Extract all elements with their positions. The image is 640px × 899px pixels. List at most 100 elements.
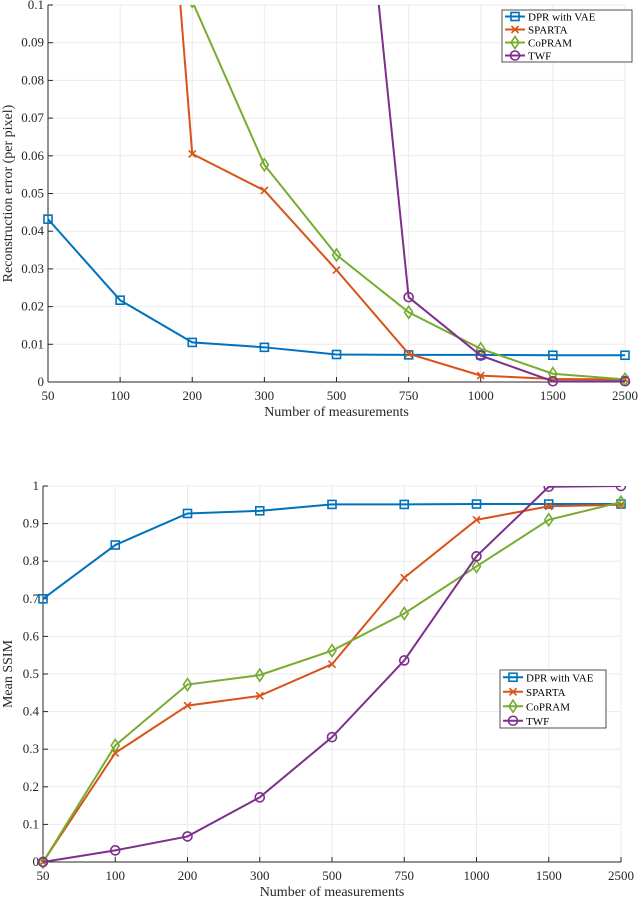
legend-marker <box>509 50 521 61</box>
y-tick-label: 0.06 <box>21 148 44 163</box>
data-point <box>620 350 630 361</box>
x-tick-label: 300 <box>250 868 270 883</box>
chart-2: 50 100 200 300 500 750 1000 1500 2500 0 0.1 0.2 0.3 0… <box>1 478 634 899</box>
y-tick-label: 0.09 <box>21 35 44 50</box>
data-point <box>254 506 265 516</box>
y-tick-label: 0 <box>33 854 40 869</box>
x-tick-label: 1500 <box>536 868 562 883</box>
y-tick-label: 0.1 <box>23 816 39 831</box>
series-line-twf <box>42 486 622 863</box>
data-point <box>43 214 53 224</box>
x-tick-label: 200 <box>183 388 203 403</box>
x-tick-label: 2500 <box>608 868 634 883</box>
y-tick-label: 0.03 <box>21 261 44 276</box>
legend-marker <box>510 35 520 50</box>
data-point <box>326 731 338 743</box>
data-point <box>254 792 266 803</box>
data-point <box>38 593 48 604</box>
y-tick-label: 0.1 <box>28 0 44 12</box>
y-tick-label: 0 <box>38 374 45 389</box>
data-point <box>109 845 121 856</box>
x-tick-label: 750 <box>395 868 415 883</box>
data-point <box>471 559 482 574</box>
data-point <box>327 499 337 510</box>
data-point <box>327 643 337 659</box>
data-point <box>547 366 558 382</box>
legend-marker <box>508 698 518 714</box>
legend-label: SPARTA <box>526 687 566 699</box>
x-tick-label: 500 <box>327 388 347 403</box>
series-line-dpr-with-vae <box>42 503 621 600</box>
x-tick-label: 50 <box>42 388 55 403</box>
series-line-dpr-with-vae <box>47 218 625 357</box>
y-tick-label: 0.08 <box>21 72 44 87</box>
legend-label: DPR with VAE <box>528 12 596 24</box>
y-tick-label: 0.4 <box>23 704 40 719</box>
data-point <box>38 854 48 870</box>
legend-label: SPARTA <box>528 25 568 37</box>
data-point <box>404 349 413 358</box>
data-point <box>183 701 192 710</box>
x-tick-label: 200 <box>178 868 198 883</box>
y-tick-label: 1 <box>33 478 40 493</box>
legend-marker <box>510 25 520 34</box>
series-line-sparta <box>179 5 626 381</box>
data-point <box>548 350 558 361</box>
data-point <box>37 856 49 868</box>
legend-marker <box>510 11 520 22</box>
data-point <box>399 606 410 621</box>
x-axis-label: Number of measurements <box>260 885 405 899</box>
y-tick-label: 0.5 <box>23 666 39 681</box>
y-tick-label: 0.07 <box>21 110 44 125</box>
data-point <box>472 515 481 524</box>
data-point <box>471 551 482 562</box>
data-point <box>260 186 269 195</box>
data-point <box>110 540 121 550</box>
series-line-twf <box>377 5 625 383</box>
y-tick-label: 0.9 <box>23 516 39 531</box>
data-point <box>255 691 264 700</box>
data-point <box>471 499 482 509</box>
data-point <box>331 247 342 263</box>
data-point <box>543 499 554 509</box>
data-point <box>189 5 195 9</box>
x-tick-label: 750 <box>399 388 419 403</box>
y-axis-label: Reconstruction error (per pixel) <box>1 104 16 282</box>
data-point <box>403 291 414 303</box>
data-point <box>616 494 626 510</box>
x-tick-label: 50 <box>37 868 50 883</box>
x-tick-label: 1500 <box>540 388 566 403</box>
legend-marker <box>508 687 518 696</box>
x-tick-label: 100 <box>110 388 130 403</box>
data-point <box>543 512 554 528</box>
data-point <box>475 350 487 361</box>
data-point <box>254 667 265 683</box>
x-tick-label: 300 <box>255 388 275 403</box>
data-point <box>188 149 197 158</box>
data-point <box>331 349 342 360</box>
data-point <box>544 502 553 511</box>
x-axis-label: Number of measurements <box>264 405 409 420</box>
y-tick-label: 0.8 <box>23 553 39 568</box>
data-point <box>110 737 121 753</box>
y-tick-label: 0.04 <box>21 223 44 238</box>
data-point <box>398 655 410 666</box>
x-tick-label: 2500 <box>612 388 638 403</box>
data-point <box>182 677 193 692</box>
data-point <box>476 371 485 380</box>
data-point <box>400 573 409 582</box>
data-point <box>399 499 410 510</box>
series-line-copram <box>42 501 622 863</box>
y-tick-label: 0.01 <box>21 336 44 351</box>
legend-marker <box>508 672 518 683</box>
data-point <box>332 265 341 275</box>
data-point <box>259 342 270 353</box>
legend-marker <box>507 715 519 727</box>
data-point <box>543 486 555 493</box>
y-tick-label: 0.6 <box>23 628 40 643</box>
data-point <box>182 508 193 519</box>
data-point <box>115 295 125 305</box>
x-tick-label: 100 <box>106 868 126 883</box>
y-tick-label: 0.7 <box>23 591 40 606</box>
